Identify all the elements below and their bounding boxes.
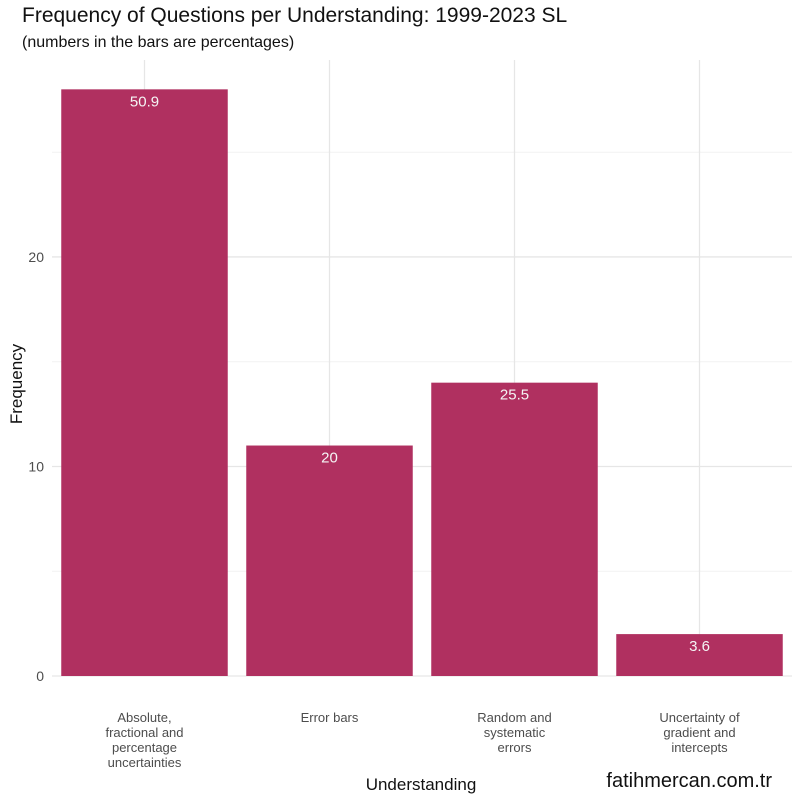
bars: 50.9 20 25.5 3.6 — [61, 89, 783, 677]
x-tick-label-line: Uncertainty of — [659, 710, 740, 725]
bar-value-label: 25.5 — [500, 387, 529, 404]
x-tick-label-line: uncertainties — [108, 755, 182, 770]
bar — [246, 445, 413, 676]
chart-title: Frequency of Questions per Understanding… — [22, 4, 568, 27]
bar — [431, 382, 598, 676]
x-tick-label: Absolute, fractional and percentage uncerta… — [105, 710, 183, 770]
x-axis-title: Understanding — [366, 775, 477, 794]
x-tick-label-line: intercepts — [671, 740, 728, 755]
bar — [616, 634, 783, 676]
x-tick-label-line: Absolute, — [117, 710, 171, 725]
chart-subtitle: (numbers in the bars are percentages) — [22, 34, 295, 51]
bar — [61, 89, 228, 677]
x-tick-label-line: Error bars — [301, 710, 359, 725]
y-axis-title: Frequency — [7, 343, 26, 424]
y-tick-label: 0 — [36, 668, 44, 684]
x-tick-label-line: gradient and — [663, 725, 735, 740]
x-tick-label: Uncertainty of gradient and intercepts — [659, 710, 740, 755]
y-tick-label: 10 — [28, 458, 44, 474]
axes: 0 10 20 Absolute, fractional and percentage un… — [28, 249, 740, 770]
x-tick-label-line: systematic — [484, 725, 546, 740]
bar-value-label: 50.9 — [130, 93, 159, 110]
x-tick-label-line: fractional and — [105, 725, 183, 740]
y-tick-label: 20 — [28, 249, 44, 265]
watermark: fatihmercan.com.tr — [606, 770, 772, 792]
x-tick-label-line: Random and — [477, 710, 551, 725]
bar-value-label: 3.6 — [689, 638, 710, 655]
x-tick-label-line: errors — [498, 740, 532, 755]
x-tick-label: Random and systematic errors — [477, 710, 551, 755]
x-tick-label: Error bars — [301, 710, 359, 725]
bar-value-label: 20 — [321, 450, 338, 467]
x-tick-label-line: percentage — [112, 740, 177, 755]
